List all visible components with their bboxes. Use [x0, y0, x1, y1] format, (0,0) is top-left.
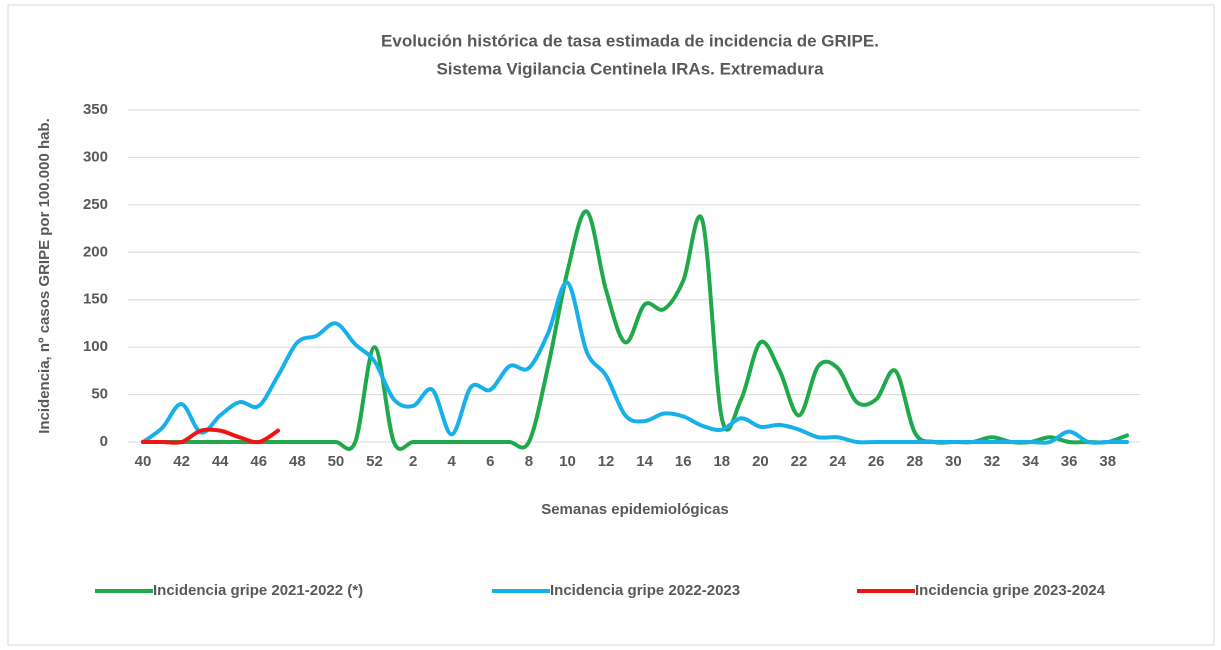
legend-label: Incidencia gripe 2023-2024 — [915, 582, 1106, 599]
x-tick-label: 18 — [713, 453, 730, 470]
x-axis-label: Semanas epidemiológicas — [541, 501, 729, 518]
x-tick-label: 8 — [525, 453, 533, 470]
x-tick-label: 14 — [636, 453, 653, 470]
x-tick-label: 30 — [945, 453, 962, 470]
x-tick-label: 6 — [486, 453, 494, 470]
y-tick-label: 150 — [83, 291, 108, 308]
x-tick-label: 42 — [173, 453, 190, 470]
y-tick-label: 0 — [100, 433, 108, 450]
y-tick-label: 300 — [83, 148, 108, 165]
y-tick-label: 250 — [83, 196, 108, 213]
y-tick-label: 100 — [83, 338, 108, 355]
y-tick-label: 350 — [83, 101, 108, 118]
x-tick-label: 22 — [791, 453, 808, 470]
line-series — [141, 427, 281, 445]
legend-label: Incidencia gripe 2022-2023 — [550, 582, 740, 599]
x-tick-label: 32 — [984, 453, 1001, 470]
x-tick-label: 10 — [559, 453, 576, 470]
x-tick-label: 52 — [366, 453, 383, 470]
x-tick-label: 40 — [135, 453, 152, 470]
x-tick-label: 12 — [598, 453, 615, 470]
x-tick-label: 48 — [289, 453, 306, 470]
y-axis-label: Incidencia, nº casos GRIPE por 100.000 h… — [36, 118, 53, 434]
x-tick-label: 46 — [250, 453, 267, 470]
legend-label: Incidencia gripe 2021-2022 (*) — [153, 582, 363, 599]
x-tick-label: 44 — [212, 453, 229, 470]
x-tick-label: 28 — [906, 453, 923, 470]
chart-subtitle: Sistema Vigilancia Centinela IRAs. Extre… — [436, 59, 824, 78]
x-tick-label: 4 — [448, 453, 457, 470]
x-tick-label: 16 — [675, 453, 692, 470]
x-tick-label: 38 — [1099, 453, 1116, 470]
chart-title: Evolución histórica de tasa estimada de … — [381, 31, 879, 50]
chart-frame — [7, 4, 1215, 646]
x-tick-label: 50 — [328, 453, 345, 470]
y-tick-label: 200 — [83, 243, 108, 260]
x-tick-label: 24 — [829, 453, 846, 470]
line-series — [141, 280, 1129, 445]
x-tick-label: 20 — [752, 453, 769, 470]
x-tick-label: 2 — [409, 453, 417, 470]
x-tick-label: 36 — [1061, 453, 1078, 470]
x-tick-label: 34 — [1022, 453, 1039, 470]
y-tick-label: 50 — [91, 386, 108, 403]
x-tick-label: 26 — [868, 453, 885, 470]
